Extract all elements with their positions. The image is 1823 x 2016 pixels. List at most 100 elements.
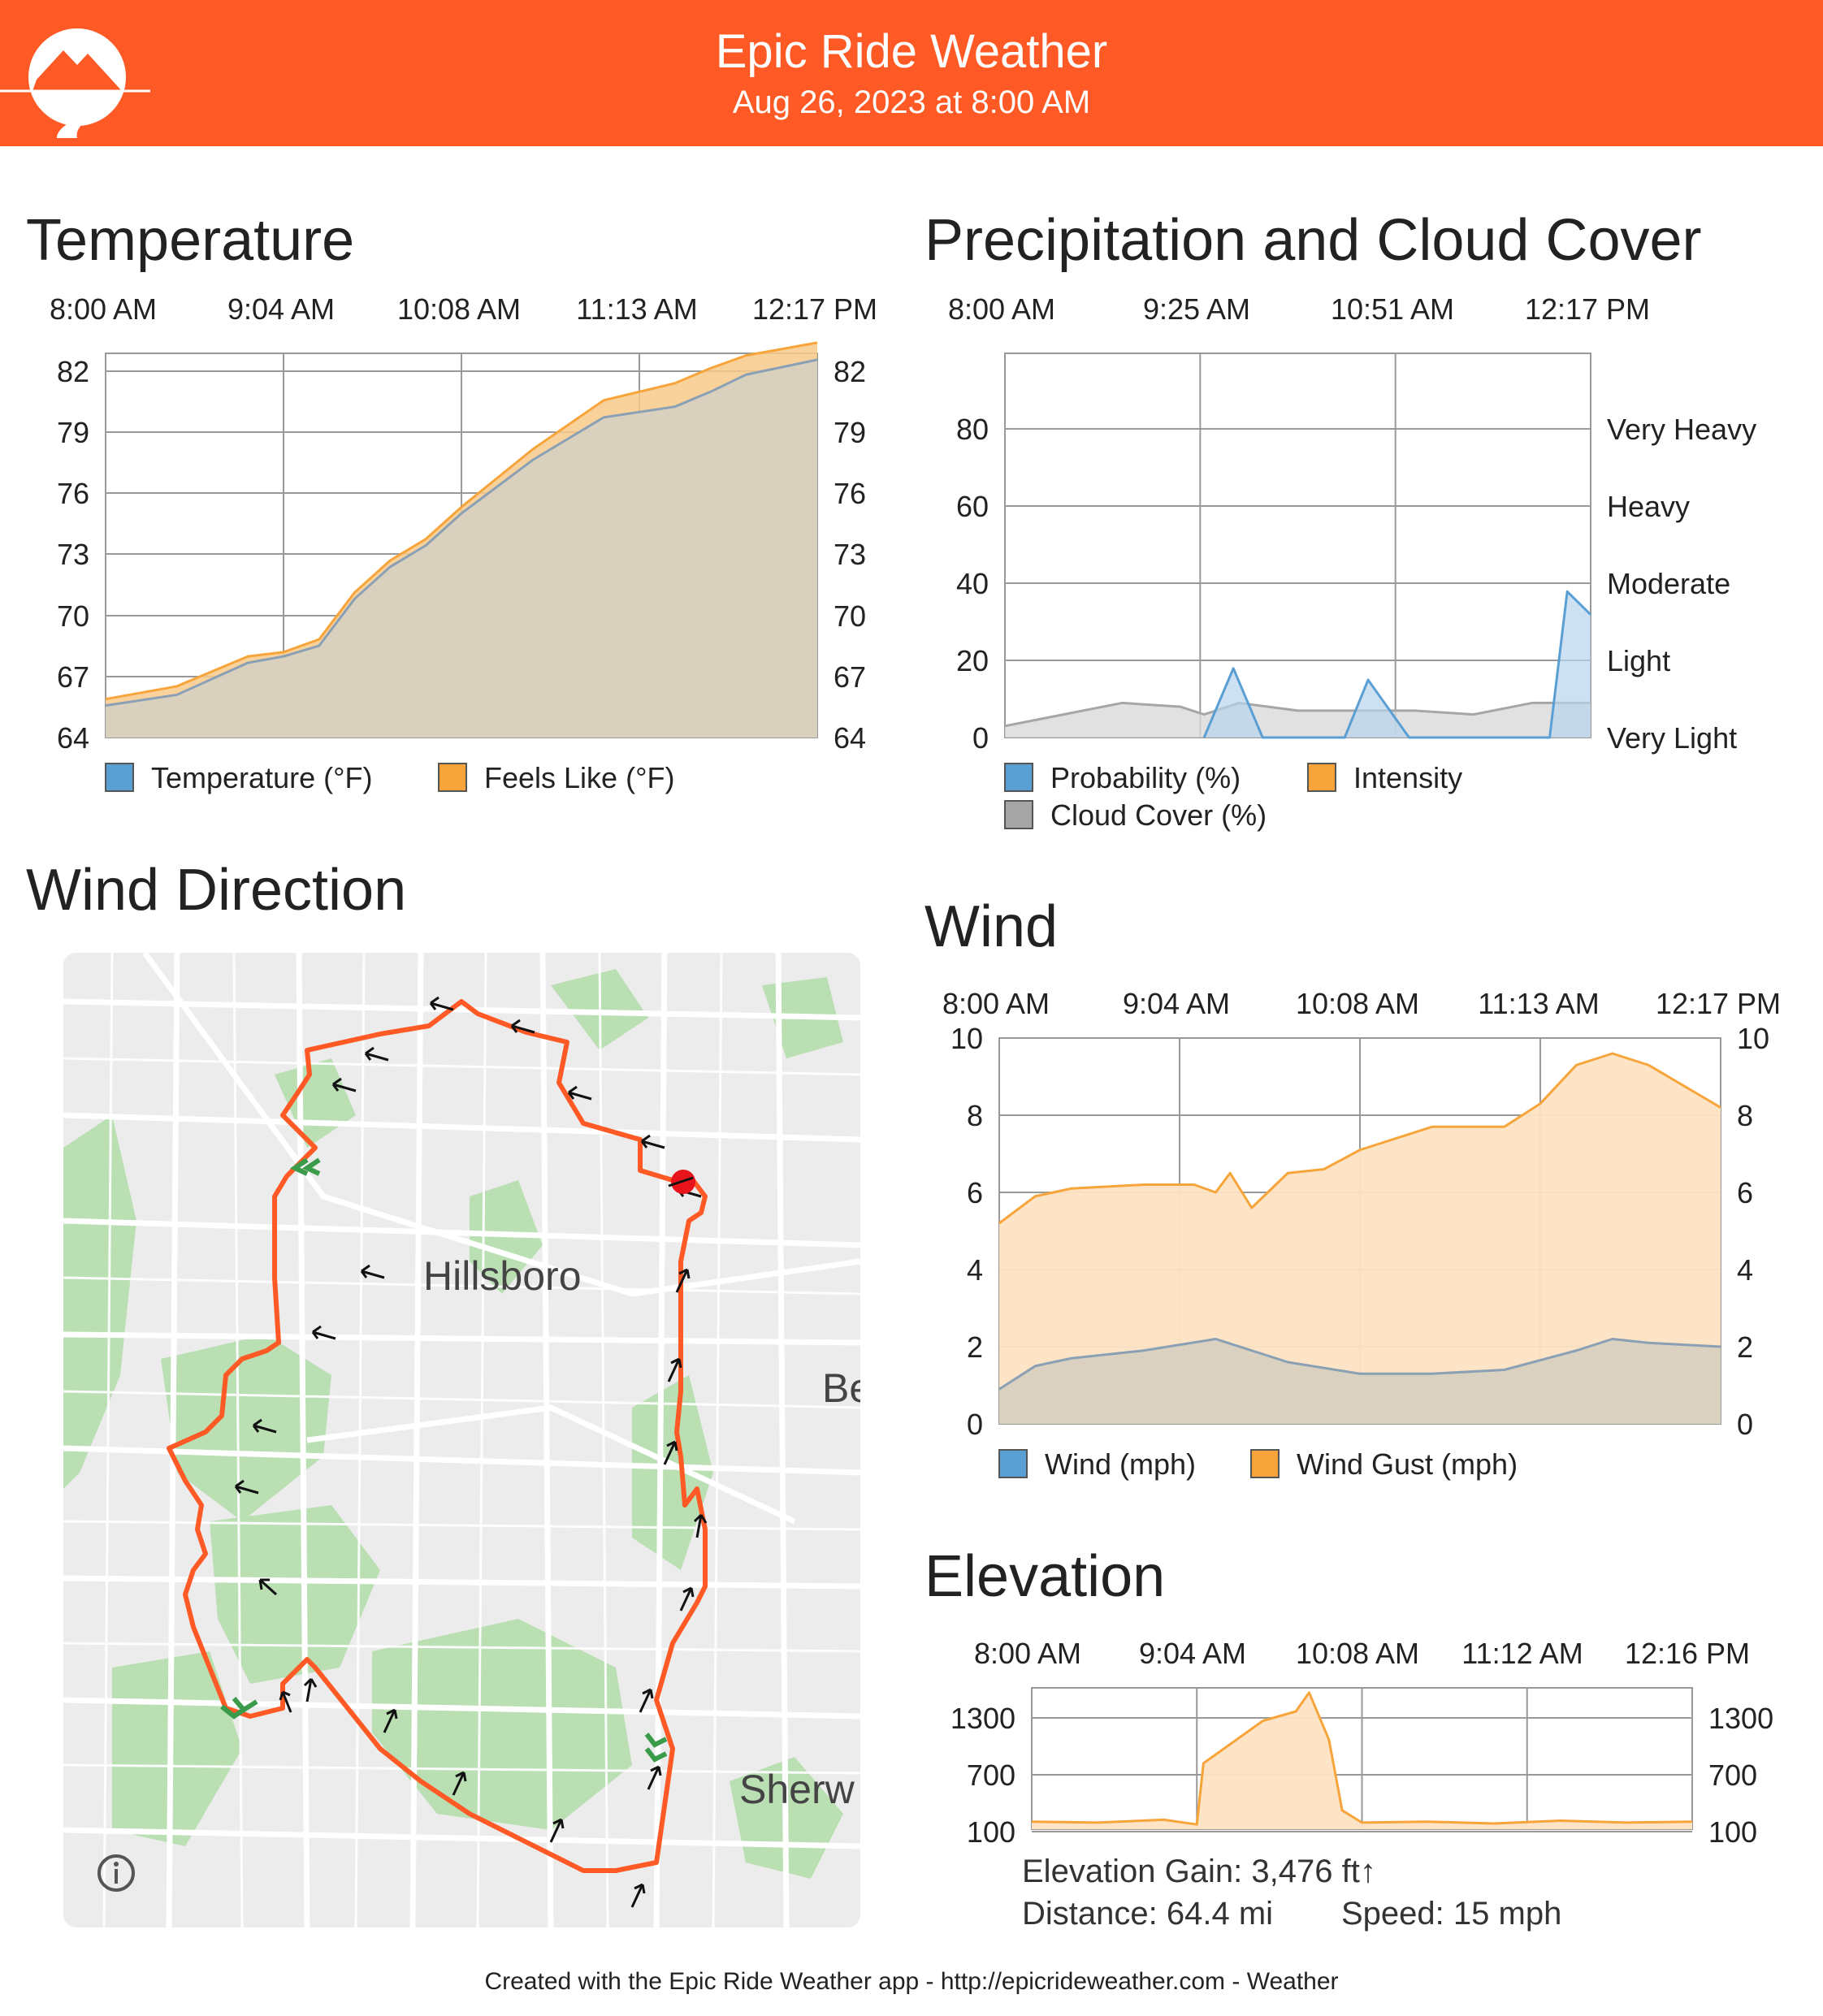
y-tick-label-right: 0 (1737, 1408, 1753, 1441)
y-tick-label: 70 (57, 599, 89, 633)
time-label: 9:25 AM (1143, 292, 1250, 326)
temperature-title: Temperature (26, 208, 355, 273)
y-tick-label: 80 (956, 413, 989, 446)
y-tick-label: 60 (956, 490, 989, 523)
time-label: 12:16 PM (1625, 1637, 1750, 1670)
y-tick-label: 20 (956, 644, 989, 677)
time-label: 9:04 AM (1139, 1637, 1246, 1670)
y-tick-label-right: 2 (1737, 1330, 1753, 1364)
y-tick-label: 4 (967, 1253, 983, 1287)
legend-swatch (1004, 763, 1033, 792)
y-tick-label-right: 79 (834, 416, 866, 449)
y-tick-label: 100 (967, 1815, 1015, 1849)
wind-direction-title: Wind Direction (26, 858, 407, 923)
legend-swatch (1307, 763, 1336, 792)
intensity-label: Heavy (1607, 490, 1690, 523)
y-tick-label-right: 64 (834, 721, 866, 755)
info-icon[interactable] (97, 1854, 135, 1892)
app-header: Epic Ride Weather Aug 26, 2023 at 8:00 A… (0, 0, 1823, 146)
series-line (1031, 1691, 1693, 1826)
y-tick-label: 40 (956, 567, 989, 600)
ride-speed: Speed: 15 mph (1341, 1896, 1562, 1932)
map-label-east: Be (822, 1365, 860, 1411)
y-tick-label: 2 (967, 1330, 983, 1364)
precipitation-title: Precipitation and Cloud Cover (924, 208, 1702, 273)
intensity-label: Very Light (1607, 721, 1737, 755)
legend-swatch (1004, 800, 1033, 829)
intensity-label: Light (1607, 644, 1670, 677)
y-tick-label-right: 6 (1737, 1176, 1753, 1209)
time-label: 12:17 PM (752, 292, 877, 326)
time-label: 11:13 AM (576, 292, 697, 326)
series-line (1004, 701, 1591, 728)
y-tick-label: 700 (967, 1759, 1015, 1792)
time-label: 8:00 AM (50, 292, 157, 326)
y-tick-label: 79 (57, 416, 89, 449)
time-label: 10:51 AM (1331, 292, 1454, 326)
y-tick-label: 82 (57, 355, 89, 388)
time-label: 10:08 AM (397, 292, 521, 326)
series-line (105, 341, 818, 701)
series-line (1202, 590, 1592, 739)
time-label: 9:04 AM (227, 292, 335, 326)
precipitation-chart: 8:00 AM 9:25 AM 10:51 AM 12:17 PM 80 60 40 20 0 V… (918, 292, 1823, 845)
elevation-gain: Elevation Gain: 3,476 ft↑ (1022, 1854, 1376, 1889)
time-label: 8:00 AM (948, 292, 1055, 326)
series-line (998, 1338, 1721, 1391)
legend-swatch (105, 763, 134, 792)
y-tick-label-right: 700 (1708, 1759, 1757, 1792)
y-tick-label-right: 10 (1737, 1022, 1769, 1055)
wind-chart: 8:00 AM 9:04 AM 10:08 AM 11:13 AM 12:17 PM 10… (918, 975, 1823, 1495)
series-area (1005, 703, 1591, 738)
y-tick-label-right: 73 (834, 538, 866, 571)
legend-swatch (998, 1449, 1028, 1478)
y-tick-label-right: 1300 (1708, 1702, 1773, 1735)
y-tick-label: 76 (57, 477, 89, 510)
intensity-label: Moderate (1607, 567, 1730, 600)
y-tick-label: 67 (57, 660, 89, 694)
y-tick-label: 6 (967, 1176, 983, 1209)
legend-label: Feels Like (°F) (484, 761, 674, 794)
y-tick-label-right: 82 (834, 355, 866, 388)
map-label-south: Sherw (739, 1767, 855, 1812)
y-tick-label-right: 8 (1737, 1099, 1753, 1132)
time-label: 10:08 AM (1296, 987, 1419, 1020)
time-label: 11:13 AM (1478, 987, 1599, 1020)
time-label: 8:00 AM (942, 987, 1050, 1020)
time-label: 11:12 AM (1461, 1637, 1583, 1670)
legend-label: Intensity (1353, 761, 1462, 794)
series-area (999, 1053, 1721, 1424)
ride-distance: Distance: 64.4 mi (1022, 1896, 1274, 1932)
time-label: 8:00 AM (974, 1637, 1081, 1670)
legend-label: Wind Gust (mph) (1297, 1447, 1518, 1481)
series-line (105, 358, 818, 707)
time-label: 12:17 PM (1656, 987, 1781, 1020)
y-tick-label: 8 (967, 1099, 983, 1132)
y-tick-label: 0 (967, 1408, 983, 1441)
y-tick-label-right: 4 (1737, 1253, 1753, 1287)
elevation-chart: 8:00 AM 9:04 AM 10:08 AM 11:12 AM 12:16 PM 13… (918, 1624, 1823, 1852)
series-line (998, 1052, 1721, 1225)
legend-label: Probability (%) (1050, 761, 1241, 794)
y-tick-label-right: 70 (834, 599, 866, 633)
legend-label: Wind (mph) (1045, 1447, 1196, 1481)
y-tick-label: 0 (972, 721, 989, 755)
time-label: 10:08 AM (1296, 1637, 1419, 1670)
series-area (106, 359, 817, 738)
plot-area (1004, 353, 1591, 738)
y-tick-label: 73 (57, 538, 89, 571)
y-tick-label-right: 100 (1708, 1815, 1757, 1849)
intensity-label: Very Heavy (1607, 413, 1756, 446)
time-label: 9:04 AM (1123, 987, 1230, 1020)
mountain-road-logo-icon (0, 28, 150, 138)
y-tick-label: 1300 (950, 1702, 1015, 1735)
footer-credit: Created with the Epic Ride Weather app -… (484, 1968, 1339, 1995)
app-title: Epic Ride Weather (715, 25, 1108, 78)
y-tick-label: 10 (950, 1022, 983, 1055)
map-label-city: Hillsboro (423, 1253, 582, 1299)
wind-title: Wind (924, 894, 1059, 959)
wind-direction-map[interactable]: Hillsboro Be Sherw (63, 953, 860, 1927)
ride-date: Aug 26, 2023 at 8:00 AM (732, 84, 1091, 120)
temperature-chart: 8:00 AM 9:04 AM 10:08 AM 11:13 AM 12:17 PM 82… (24, 292, 902, 812)
y-tick-label: 64 (57, 721, 89, 755)
